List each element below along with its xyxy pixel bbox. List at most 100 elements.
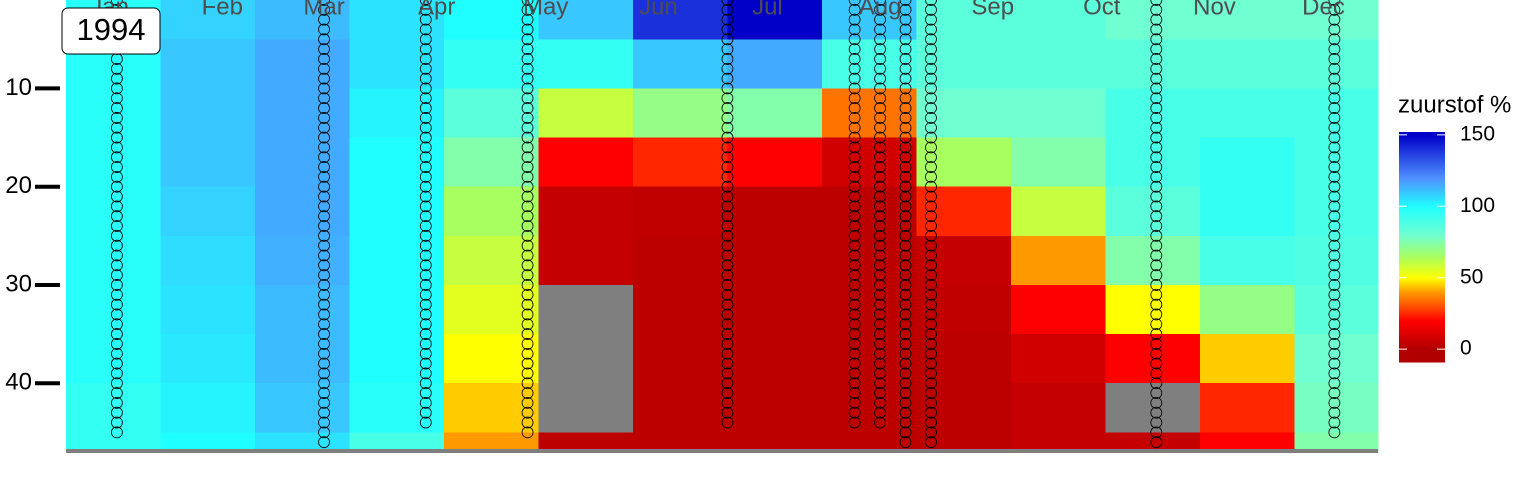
sample-point	[318, 396, 330, 409]
sample-point	[899, 112, 912, 124]
sample-point	[899, 249, 912, 262]
sample-point	[110, 210, 123, 223]
sample-point	[848, 62, 861, 75]
sample-point	[419, 259, 432, 272]
sample-point	[1150, 43, 1163, 56]
colorbar-step	[1399, 240, 1445, 243]
sample-point	[899, 72, 912, 85]
sample-point	[721, 279, 734, 291]
colorbar-step	[1399, 230, 1445, 233]
sample-point	[721, 298, 734, 311]
sample-point	[521, 53, 534, 65]
colorbar-step	[1399, 180, 1445, 183]
sample-point	[848, 367, 861, 380]
heat-cell	[254, 0, 350, 40]
heat-cell	[727, 284, 823, 335]
sample-point	[318, 3, 330, 16]
sample-point	[419, 249, 432, 262]
sample-point	[1328, 3, 1341, 16]
sample-point	[1150, 151, 1163, 164]
sample-point	[1150, 210, 1163, 223]
sample-point	[874, 357, 886, 370]
sample-point	[318, 416, 330, 429]
sample-point	[419, 82, 432, 95]
sample-point	[721, 82, 734, 95]
sample-point	[1328, 318, 1341, 331]
colorbar-step	[1399, 144, 1445, 147]
sample-point	[318, 170, 330, 183]
colorbar-label: 150	[1460, 122, 1495, 145]
sample-point	[318, 92, 330, 105]
heat-cell	[1010, 432, 1106, 453]
sample-point	[721, 23, 734, 36]
sample-point	[1328, 347, 1341, 360]
colorbar-step	[1399, 244, 1445, 247]
sample-point	[1150, 161, 1163, 173]
sample-point	[874, 387, 886, 399]
heat-cell	[1010, 383, 1106, 433]
sample-point	[318, 13, 330, 26]
sample-point	[419, 406, 432, 419]
sample-point	[721, 239, 734, 252]
heat-cell	[443, 137, 539, 188]
sample-point	[419, 141, 432, 154]
sample-point	[318, 318, 330, 331]
colorbar-step	[1399, 320, 1445, 323]
sample-point	[925, 318, 937, 331]
heat-cell	[632, 383, 728, 433]
heat-cell	[254, 88, 350, 139]
sample-point	[848, 121, 861, 134]
sample-point	[874, 3, 886, 16]
sample-point	[318, 33, 330, 46]
sample-point	[874, 62, 886, 75]
sample-point	[521, 406, 534, 419]
sample-point	[318, 82, 330, 95]
sample-point	[1150, 170, 1163, 183]
x-tick-label: Sep	[971, 0, 1014, 20]
sample-point	[318, 210, 330, 223]
sample-point	[848, 220, 861, 232]
sample-point	[874, 328, 886, 340]
sample-point	[521, 416, 534, 429]
sample-point	[721, 121, 734, 134]
sample-point	[1150, 229, 1163, 242]
heat-cell	[254, 186, 350, 237]
sample-point	[1328, 161, 1341, 173]
sample-point	[419, 33, 432, 46]
colorbar-step	[1399, 318, 1445, 321]
sample-point	[848, 92, 861, 105]
heat-cell	[538, 137, 634, 188]
colorbar-step	[1399, 266, 1445, 269]
colorbar-step	[1399, 298, 1445, 301]
heat-cell	[1199, 88, 1295, 139]
sample-point	[419, 3, 432, 16]
sample-point	[848, 82, 861, 95]
sample-point	[110, 426, 123, 439]
sample-point	[1150, 131, 1163, 144]
sample-point	[419, 92, 432, 105]
sample-point	[925, 406, 937, 419]
sample-point	[1150, 141, 1163, 154]
colorbar-step	[1399, 170, 1445, 173]
sample-point	[318, 200, 330, 213]
heat-cell	[632, 334, 728, 384]
sample-point	[899, 220, 912, 232]
colorbar-step	[1399, 216, 1445, 219]
sample-point	[874, 72, 886, 85]
sample-point	[1328, 13, 1341, 26]
sample-point	[925, 161, 937, 173]
colorbar-step	[1399, 348, 1445, 351]
sample-point	[899, 23, 912, 36]
sample-point	[899, 377, 912, 390]
sample-point	[1150, 33, 1163, 46]
sample-point	[419, 43, 432, 56]
sample-point	[874, 377, 886, 390]
sample-point	[721, 170, 734, 183]
sample-point	[110, 406, 123, 419]
colorbar-step	[1399, 256, 1445, 259]
sample-point	[318, 288, 330, 301]
sample-point	[721, 151, 734, 164]
sample-point	[1328, 43, 1341, 56]
heat-cell	[821, 334, 917, 384]
sample-point	[318, 249, 330, 262]
